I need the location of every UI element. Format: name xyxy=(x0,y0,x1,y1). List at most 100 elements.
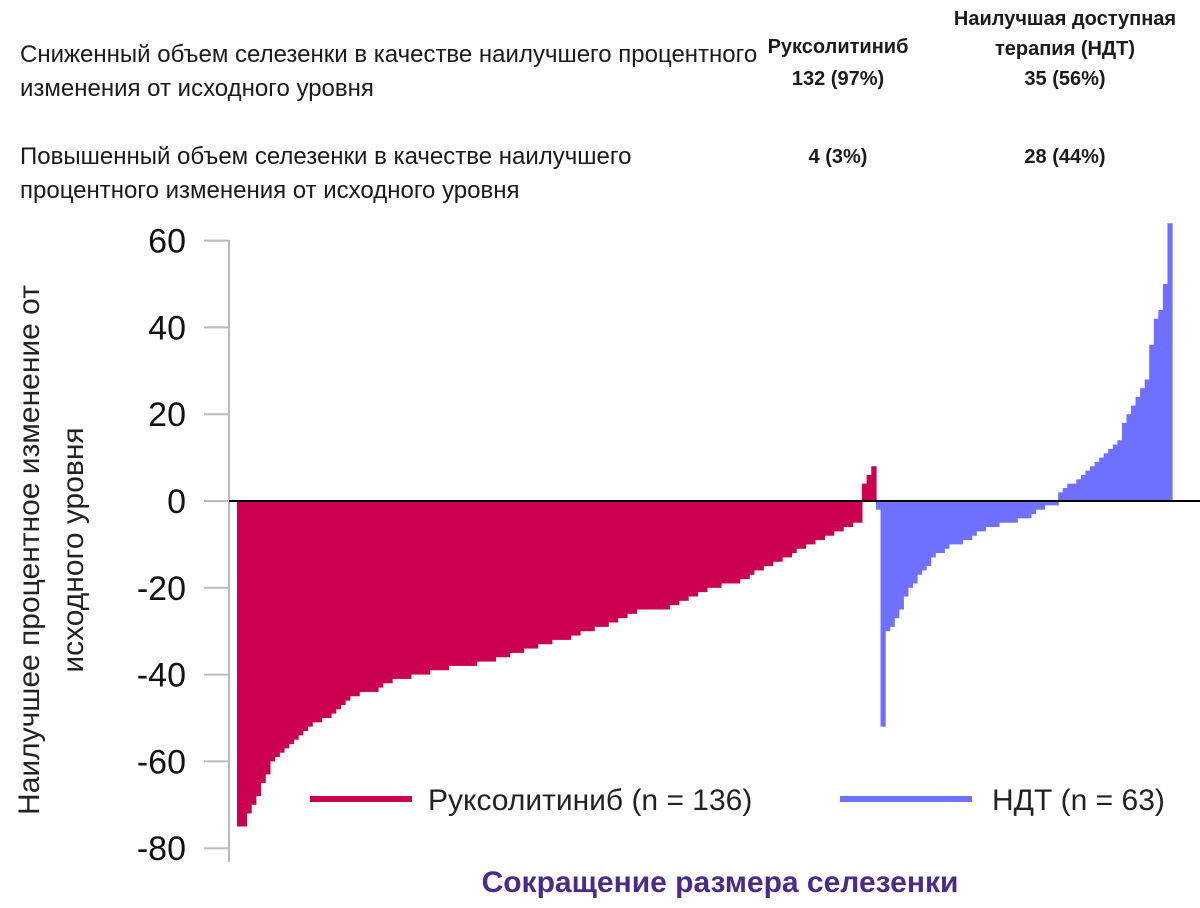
ruxolitinib-bar xyxy=(345,501,351,701)
bat-bar xyxy=(916,501,923,575)
ruxolitinib-bar xyxy=(429,501,435,671)
ruxolitinib-bar xyxy=(533,501,539,649)
bat-bar xyxy=(953,501,959,545)
ruxolitinib-bar xyxy=(556,501,562,640)
summary-row-decreased-label: Сниженный объем селезенки в качестве наи… xyxy=(20,41,758,102)
ruxolitinib-bar xyxy=(363,501,370,692)
bat-bar xyxy=(1121,422,1128,501)
bat-bar xyxy=(1135,396,1141,501)
bat-bar xyxy=(1158,310,1164,501)
ruxolitinib-bar xyxy=(457,501,464,666)
ruxolitinib-bar xyxy=(467,501,473,666)
ruxolitinib-bar xyxy=(321,501,327,718)
bat-bar xyxy=(1094,461,1100,501)
bat-bar xyxy=(1112,444,1118,501)
bat-bar xyxy=(1026,501,1032,519)
ruxolitinib-bar xyxy=(683,501,689,601)
bat-bar xyxy=(894,501,900,619)
ruxolitinib-bar xyxy=(641,501,647,610)
ruxolitinib-bar xyxy=(509,501,515,653)
bat-bar xyxy=(962,501,968,541)
bat-bar xyxy=(1035,501,1041,510)
bat-bar xyxy=(1103,453,1109,501)
bat-bar xyxy=(967,501,973,541)
y-tick-label: -80 xyxy=(137,830,186,868)
ruxolitinib-bar xyxy=(664,501,670,610)
legend-swatch-bat xyxy=(840,796,972,802)
ruxolitinib-bar xyxy=(312,501,318,723)
bat-bar xyxy=(1044,501,1050,506)
ruxolitinib-bar xyxy=(255,501,262,797)
ruxolitinib-bar xyxy=(749,501,755,575)
legend-label-ruxolitinib: Руксолитиниб (n = 136) xyxy=(428,784,752,817)
ruxolitinib-bar xyxy=(537,501,544,645)
ruxolitinib-bar xyxy=(392,501,398,679)
ruxolitinib-bar xyxy=(476,501,482,662)
ruxolitinib-bar xyxy=(622,501,628,619)
ruxolitinib-bar xyxy=(819,501,825,541)
ruxolitinib-bar xyxy=(354,501,360,697)
ruxolitinib-bar xyxy=(843,501,849,528)
ruxolitinib-bar xyxy=(829,501,835,536)
ruxolitinib-bar xyxy=(453,501,459,666)
bat-bar xyxy=(980,501,986,532)
ruxolitinib-bar xyxy=(772,501,778,562)
ruxolitinib-bar xyxy=(288,501,294,745)
ruxolitinib-bar xyxy=(796,501,802,549)
ruxolitinib-bar xyxy=(847,501,854,528)
bat-bar xyxy=(1085,470,1091,501)
y-ticks: 60 40 20 0 -20 -40 -60 -80 xyxy=(137,223,229,868)
ruxolitinib-bar xyxy=(504,501,511,658)
bat-bar xyxy=(957,501,964,545)
ruxolitinib-bar xyxy=(495,501,501,658)
ruxolitinib-bar xyxy=(368,501,374,692)
ruxolitinib-bar xyxy=(744,501,750,580)
ruxolitinib-bar xyxy=(688,501,694,597)
ruxolitinib-bar xyxy=(852,501,858,523)
bat-bar xyxy=(1058,492,1064,501)
ruxolitinib-bar xyxy=(777,501,783,562)
ruxolitinib-bar xyxy=(570,501,576,636)
bat-bar xyxy=(1167,223,1173,502)
bat-bar xyxy=(898,501,904,610)
ruxolitinib-bar xyxy=(838,501,844,532)
ruxolitinib-bar xyxy=(349,501,356,697)
bat-bar xyxy=(1149,344,1155,501)
ruxolitinib-bar xyxy=(782,501,788,558)
ruxolitinib-bar xyxy=(579,501,586,632)
ruxolitinib-bar xyxy=(669,501,675,606)
bat-bar xyxy=(1039,501,1046,510)
y-tick-label: -20 xyxy=(137,570,186,608)
legend-swatch-ruxolitinib xyxy=(310,796,412,802)
summary-col-bat: Наилучшая доступная терапия (НДТ) xyxy=(953,8,1177,60)
ruxolitinib-bar xyxy=(293,501,299,740)
ruxolitinib-bar xyxy=(316,501,323,723)
bat-bar xyxy=(876,501,882,510)
ruxolitinib-bar xyxy=(547,501,553,645)
bat-bar xyxy=(1131,405,1137,501)
bat-bar xyxy=(944,501,950,549)
ruxolitinib-bar xyxy=(636,501,642,610)
ruxolitinib-bar xyxy=(490,501,497,662)
ruxolitinib-bar xyxy=(786,501,793,558)
bat-bar xyxy=(1053,501,1059,506)
ruxolitinib-bar xyxy=(739,501,746,580)
y-tick-label: 0 xyxy=(167,483,186,521)
ruxolitinib-bar xyxy=(589,501,595,632)
bat-bar xyxy=(1108,448,1114,501)
ruxolitinib-bar xyxy=(617,501,623,619)
ruxolitinib-bar xyxy=(655,501,661,610)
ruxolitinib-bar xyxy=(420,501,426,675)
ruxolitinib-bar xyxy=(283,501,290,749)
ruxolitinib-bar xyxy=(631,501,637,614)
ruxolitinib-bar xyxy=(730,501,736,584)
ruxolitinib-bar xyxy=(302,501,309,732)
ruxolitinib-bar xyxy=(814,501,821,541)
bat-bar xyxy=(903,501,909,597)
ruxolitinib-bar xyxy=(673,501,680,606)
bat-bar xyxy=(921,501,927,571)
bat-bar xyxy=(926,501,932,567)
ruxolitinib-bar xyxy=(805,501,811,545)
ruxolitinib-bar xyxy=(518,501,525,653)
bat-bar xyxy=(1076,479,1082,501)
